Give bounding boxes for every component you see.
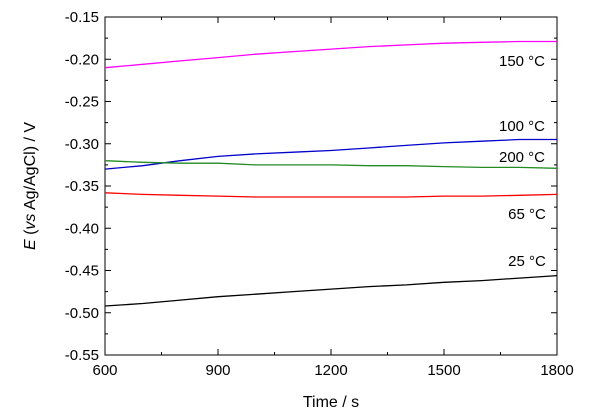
- y-tick-label: -0.40: [65, 220, 99, 237]
- x-axis-title: Time / s: [303, 394, 359, 411]
- y-axis-title-text: E (vs Ag/AgCl) / V: [22, 122, 39, 250]
- y-axis-title-part: (: [22, 229, 39, 239]
- series-line: [104, 40, 557, 69]
- series-label: 100 °C: [499, 118, 545, 135]
- series-labels: 150 °C 100 °C 200 °C 65 °C 25 °C: [499, 53, 546, 270]
- series-label: 25 °C: [508, 253, 546, 270]
- y-axis-title-part: Ag/AgCl) / V: [22, 122, 39, 214]
- series-lines: [104, 40, 558, 307]
- x-tick-label: 900: [205, 362, 230, 379]
- y-tick-label: -0.45: [65, 263, 99, 280]
- y-tick-label: -0.30: [65, 136, 99, 153]
- x-tick-label: 1500: [427, 362, 460, 379]
- y-tick-label: -0.20: [65, 51, 99, 68]
- x-tick-label: 1200: [314, 362, 347, 379]
- y-axis-title-part: vs: [22, 214, 39, 230]
- y-tick-label: -0.55: [65, 347, 99, 364]
- y-tick-label: -0.35: [65, 178, 99, 195]
- x-tick-label: 1800: [540, 362, 573, 379]
- series-label: 200 °C: [499, 149, 545, 166]
- y-tick-label: -0.25: [65, 94, 99, 111]
- y-tick-label: -0.15: [65, 9, 99, 26]
- series-line: [104, 160, 558, 169]
- plot-frame: [104, 16, 558, 356]
- series-label: 150 °C: [499, 53, 545, 70]
- y-axis-title-part: E: [22, 239, 39, 250]
- y-tick-label: -0.50: [65, 305, 99, 322]
- series-line: [104, 138, 557, 170]
- series-line: [104, 274, 558, 307]
- x-tick-label: 600: [92, 362, 117, 379]
- series-line: [104, 192, 558, 198]
- y-axis-title: E (vs Ag/AgCl) / V: [22, 122, 39, 250]
- axis-ticks: 600 900 1200 1500 1800 -0.15 -0.20 -0.25 -0.30 -0…: [65, 9, 574, 379]
- series-label: 65 °C: [508, 206, 546, 223]
